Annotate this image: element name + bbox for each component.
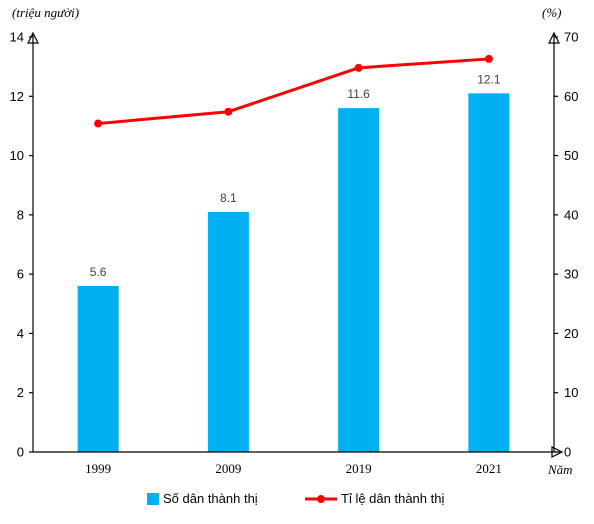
right-tick-label: 0 — [564, 445, 571, 460]
right-tick-label: 50 — [564, 148, 578, 163]
left-tick-label: 6 — [17, 267, 24, 282]
right-tick-label: 70 — [564, 30, 578, 45]
legend-bar-swatch — [147, 493, 159, 505]
right-axis-ticks: 0 10 20 30 40 50 60 70 — [554, 30, 578, 460]
bar — [338, 108, 380, 453]
x-tick-label: 2019 — [346, 461, 372, 476]
left-axis-ticks: 0 2 4 6 8 10 12 14 — [10, 30, 33, 460]
line-point — [484, 54, 493, 63]
x-tick-label: 2021 — [476, 461, 502, 476]
bar-data-label: 5.6 — [90, 265, 107, 279]
bar — [207, 211, 249, 452]
line-point — [94, 119, 103, 128]
legend-bar-label: Số dân thành thị — [163, 491, 258, 506]
line-series — [94, 54, 493, 128]
left-tick-label: 0 — [17, 445, 24, 460]
x-tick-label: 2009 — [215, 461, 241, 476]
right-tick-label: 40 — [564, 207, 578, 222]
left-tick-label: 12 — [10, 89, 24, 104]
right-tick-label: 20 — [564, 326, 578, 341]
bar — [468, 93, 510, 453]
bar-series — [77, 93, 510, 453]
left-tick-label: 2 — [17, 385, 24, 400]
legend-line-marker — [317, 495, 325, 503]
x-axis-ticks: 1999 2009 2019 2021 — [85, 461, 502, 476]
bar — [77, 286, 119, 452]
x-tick-label: 1999 — [85, 461, 111, 476]
bar-data-label: 11.6 — [347, 87, 370, 101]
right-axis-arrow — [548, 31, 560, 44]
bar-data-label: 12.1 — [477, 72, 501, 86]
line-point — [224, 107, 233, 116]
bar-data-label: 8.1 — [220, 191, 237, 205]
legend-line-label: Tỉ lệ dân thành thị — [341, 491, 444, 506]
x-axis-label: Năm — [547, 462, 573, 477]
right-tick-label: 10 — [564, 385, 578, 400]
line-path — [97, 57, 489, 126]
left-tick-label: 8 — [17, 207, 24, 222]
left-tick-label: 10 — [10, 148, 24, 163]
bar-data-labels: 5.6 8.1 11.6 12.1 — [90, 72, 501, 279]
line-point — [354, 63, 363, 72]
x-axis-arrow — [551, 446, 564, 458]
left-tick-label: 4 — [17, 326, 24, 341]
left-axis-arrow — [27, 31, 39, 44]
legend: Số dân thành thị Tỉ lệ dân thành thị — [147, 491, 444, 506]
left-axis-unit: (triệu người) — [12, 5, 79, 20]
right-axis-unit: (%) — [542, 5, 562, 20]
left-tick-label: 14 — [10, 30, 24, 45]
right-tick-label: 30 — [564, 267, 578, 282]
right-tick-label: 60 — [564, 89, 578, 104]
